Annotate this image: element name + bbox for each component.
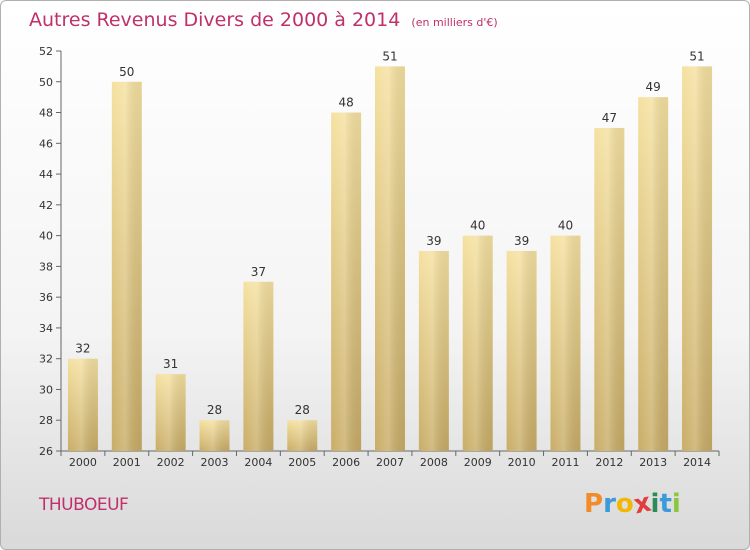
y-tick-label: 34 <box>39 322 53 335</box>
x-tick-label: 2008 <box>420 456 448 469</box>
x-tick-label: 2002 <box>157 456 185 469</box>
x-tick-label: 2007 <box>376 456 404 469</box>
bar-shading <box>418 251 449 451</box>
bar-shading <box>67 358 98 451</box>
bar-value-label: 40 <box>470 219 485 233</box>
bar-shading <box>111 81 142 452</box>
logo-letter: i <box>650 489 660 519</box>
y-tick-label: 52 <box>39 45 53 58</box>
y-tick-label: 26 <box>39 445 53 458</box>
bar-value-label: 48 <box>338 96 353 110</box>
bar-value-label: 51 <box>689 49 704 63</box>
bar-shading <box>550 235 581 451</box>
bar-shading <box>462 235 493 451</box>
y-tick-label: 38 <box>39 260 53 273</box>
bar-shading <box>506 251 537 451</box>
bar-value-label: 40 <box>558 219 573 233</box>
bar-shading <box>199 420 230 451</box>
bar-shading <box>243 281 274 451</box>
bar-value-label: 39 <box>426 234 441 248</box>
bar-value-label: 37 <box>251 265 266 279</box>
x-tick-label: 2003 <box>201 456 229 469</box>
y-tick-label: 46 <box>39 137 53 150</box>
bar-value-label: 49 <box>646 80 661 94</box>
y-tick-label: 50 <box>39 76 53 89</box>
bar-value-label: 31 <box>163 357 178 371</box>
chart-title-main: Autres Revenus Divers de 2000 à 2014 <box>29 9 401 31</box>
bar-value-label: 28 <box>295 403 310 417</box>
bar-value-label: 28 <box>207 403 222 417</box>
x-tick-label: 2011 <box>551 456 579 469</box>
bar-value-label: 39 <box>514 234 529 248</box>
bar-shading <box>682 66 713 451</box>
y-tick-label: 40 <box>39 230 53 243</box>
x-tick-label: 2005 <box>288 456 316 469</box>
bar-shading <box>331 112 362 452</box>
bar-value-label: 47 <box>602 111 617 125</box>
x-tick-label: 2001 <box>113 456 141 469</box>
y-tick-label: 44 <box>39 168 53 181</box>
logo-letter: t <box>659 489 672 519</box>
bar-shading <box>155 374 186 451</box>
x-tick-label: 2013 <box>639 456 667 469</box>
y-tick-label: 48 <box>39 107 53 120</box>
chart-unit-note: (en milliers d'€) <box>411 16 498 29</box>
logo-letter: P <box>584 489 604 519</box>
x-tick-label: 2004 <box>244 456 272 469</box>
y-tick-label: 36 <box>39 291 53 304</box>
y-tick-label: 42 <box>39 199 53 212</box>
logo-letter: r <box>603 489 616 519</box>
x-tick-label: 2012 <box>595 456 623 469</box>
x-tick-label: 2009 <box>464 456 492 469</box>
x-tick-label: 2010 <box>508 456 536 469</box>
bar-value-label: 32 <box>75 342 90 356</box>
y-tick-label: 30 <box>39 383 53 396</box>
bar-shading <box>375 66 405 451</box>
x-tick-label: 2006 <box>332 456 360 469</box>
y-tick-label: 28 <box>39 414 53 427</box>
bar-shading <box>287 420 318 451</box>
bar-value-label: 50 <box>119 65 134 79</box>
chart-title: Autres Revenus Divers de 2000 à 2014 (en… <box>29 9 498 31</box>
bar-value-label: 51 <box>382 49 397 63</box>
bar-shading <box>594 127 625 451</box>
x-tick-label: 2014 <box>683 456 711 469</box>
y-tick-label: 32 <box>39 353 53 366</box>
logo-letter: o <box>615 489 634 519</box>
logo-letter: i <box>671 489 681 519</box>
x-tick-label: 2000 <box>69 456 97 469</box>
proxiti-logo: Proxiti <box>584 488 681 521</box>
commune-name: THUBOEUF <box>39 495 129 515</box>
bar-shading <box>638 97 669 452</box>
